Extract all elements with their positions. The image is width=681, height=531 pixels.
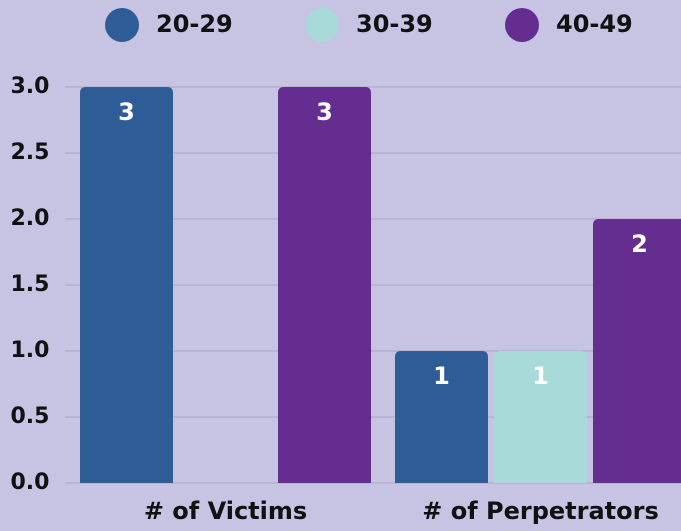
value-label: 3 <box>316 98 333 126</box>
y-tick-label: 0.0 <box>11 470 50 495</box>
y-tick-label: 3.0 <box>11 74 50 99</box>
y-tick-label: 2.5 <box>11 140 50 165</box>
legend-marker <box>305 8 339 42</box>
legend-label: 40-49 <box>556 10 633 38</box>
legend-marker <box>105 8 139 42</box>
bar <box>593 219 681 483</box>
y-tick-label: 1.0 <box>11 338 50 363</box>
y-tick-label: 0.5 <box>11 404 50 429</box>
x-tick-label: # of Perpetrators <box>422 497 659 525</box>
legend-marker <box>505 8 539 42</box>
value-label: 2 <box>631 230 648 258</box>
legend-label: 20-29 <box>156 10 233 38</box>
value-label: 3 <box>118 98 135 126</box>
bar <box>278 87 371 483</box>
bar <box>395 351 488 483</box>
x-tick-label: # of Victims <box>144 497 307 525</box>
value-label: 1 <box>532 362 549 390</box>
legend-label: 30-39 <box>356 10 433 38</box>
bar <box>494 351 587 483</box>
value-label: 1 <box>433 362 450 390</box>
bar <box>80 87 173 483</box>
y-tick-label: 1.5 <box>11 272 50 297</box>
y-tick-label: 2.0 <box>11 206 50 231</box>
